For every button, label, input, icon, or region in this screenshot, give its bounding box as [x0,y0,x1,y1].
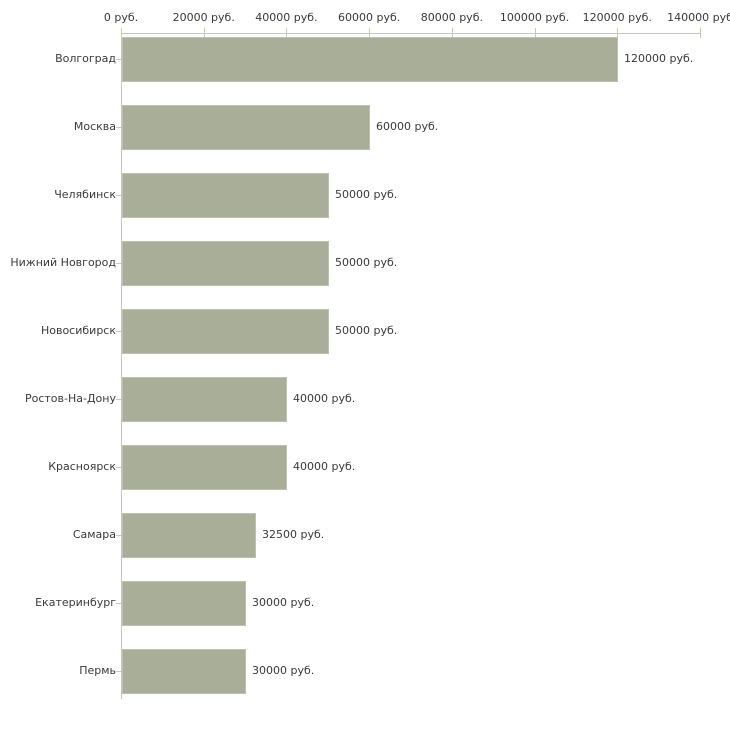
x-axis-tick [534,28,536,38]
category-label: Екатеринбург [35,596,116,609]
x-axis-tick [369,28,371,38]
x-axis-tick-label: 100000 руб. [499,11,570,24]
x-axis-tick-label: 20000 руб. [172,11,235,24]
category-label: Челябинск [54,188,116,201]
value-label: 120000 руб. [624,52,694,65]
category-label: Самара [72,528,116,541]
category-tick-mark [116,331,121,332]
bar [122,445,287,490]
x-axis-tick [203,28,205,38]
value-label: 50000 руб. [335,324,398,337]
x-axis-tick-label: 140000 руб [667,11,730,24]
value-label: 30000 руб. [252,664,315,677]
value-label: 50000 руб. [335,256,398,269]
value-label: 40000 руб. [293,460,356,473]
bar [122,649,246,694]
bar [122,241,329,286]
x-axis-tick-label: 40000 руб. [255,11,318,24]
value-label: 40000 руб. [293,392,356,405]
x-axis-tick-label: 0 руб. [103,11,139,24]
x-axis-tick [451,28,453,38]
value-label: 32500 руб. [262,528,325,541]
category-label: Волгоград [55,52,116,65]
x-axis-tick [286,28,288,38]
category-tick-mark [116,399,121,400]
category-tick-mark [116,195,121,196]
x-axis-tick [121,28,122,38]
category-tick-mark [116,263,121,264]
bar [122,173,329,218]
bar [122,37,618,82]
bar [122,581,246,626]
category-label: Москва [73,120,116,133]
y-axis-line [121,33,122,699]
x-axis-tick-label: 80000 руб. [420,11,483,24]
bar [122,105,370,150]
category-tick-mark [116,535,121,536]
category-tick-mark [116,467,121,468]
x-axis-tick-label: 120000 руб. [582,11,652,24]
category-label: Пермь [79,664,116,677]
value-label: 30000 руб. [252,596,315,609]
category-label: Новосибирск [40,324,116,337]
x-axis-line [121,33,701,34]
category-tick-mark [116,127,121,128]
value-label: 60000 руб. [376,120,439,133]
category-tick-mark [116,603,121,604]
category-label: Ростов-На-Дону [24,392,116,405]
x-axis-tick-label: 60000 руб. [338,11,401,24]
bar [122,377,287,422]
category-tick-mark [116,671,121,672]
x-axis-tick [617,28,619,38]
category-label: Красноярск [48,460,116,473]
bar [122,513,256,558]
x-axis-tick [700,28,701,38]
category-tick-mark [116,59,121,60]
category-label: Нижний Новгород [10,256,116,269]
bar [122,309,329,354]
value-label: 50000 руб. [335,188,398,201]
